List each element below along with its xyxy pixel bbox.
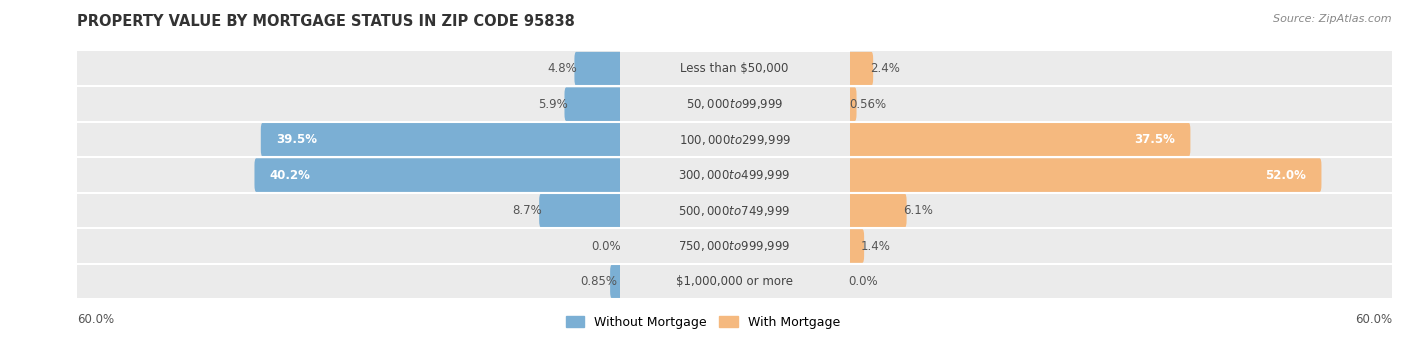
Text: 39.5%: 39.5%: [276, 133, 318, 146]
Text: 5.9%: 5.9%: [538, 98, 568, 111]
Text: $500,000 to $749,999: $500,000 to $749,999: [679, 204, 790, 218]
FancyBboxPatch shape: [848, 52, 873, 86]
FancyBboxPatch shape: [260, 123, 621, 156]
FancyBboxPatch shape: [848, 87, 856, 121]
Text: PROPERTY VALUE BY MORTGAGE STATUS IN ZIP CODE 95838: PROPERTY VALUE BY MORTGAGE STATUS IN ZIP…: [77, 14, 575, 29]
FancyBboxPatch shape: [848, 194, 907, 227]
Text: $300,000 to $499,999: $300,000 to $499,999: [679, 168, 790, 182]
FancyBboxPatch shape: [848, 229, 865, 263]
Text: 8.7%: 8.7%: [513, 204, 543, 217]
FancyBboxPatch shape: [75, 112, 623, 167]
Text: 60.0%: 60.0%: [1355, 313, 1392, 326]
FancyBboxPatch shape: [575, 52, 621, 86]
FancyBboxPatch shape: [75, 183, 623, 238]
FancyBboxPatch shape: [75, 76, 623, 132]
Text: $50,000 to $99,999: $50,000 to $99,999: [686, 97, 783, 111]
Text: $750,000 to $999,999: $750,000 to $999,999: [679, 239, 790, 253]
FancyBboxPatch shape: [620, 123, 849, 157]
Text: 60.0%: 60.0%: [77, 313, 114, 326]
FancyBboxPatch shape: [846, 76, 1395, 132]
Text: $1,000,000 or more: $1,000,000 or more: [676, 275, 793, 288]
FancyBboxPatch shape: [75, 148, 623, 203]
Text: 2.4%: 2.4%: [870, 62, 900, 75]
FancyBboxPatch shape: [846, 112, 1395, 167]
Text: 1.4%: 1.4%: [860, 239, 891, 253]
FancyBboxPatch shape: [75, 254, 623, 309]
Text: 0.85%: 0.85%: [579, 275, 617, 288]
FancyBboxPatch shape: [610, 265, 621, 298]
Text: 0.56%: 0.56%: [849, 98, 887, 111]
FancyBboxPatch shape: [846, 218, 1395, 274]
FancyBboxPatch shape: [620, 193, 849, 227]
FancyBboxPatch shape: [620, 158, 849, 192]
FancyBboxPatch shape: [564, 87, 621, 121]
Text: 37.5%: 37.5%: [1135, 133, 1175, 146]
Text: $100,000 to $299,999: $100,000 to $299,999: [679, 133, 790, 147]
Text: Source: ZipAtlas.com: Source: ZipAtlas.com: [1274, 14, 1392, 23]
FancyBboxPatch shape: [538, 194, 621, 227]
Legend: Without Mortgage, With Mortgage: Without Mortgage, With Mortgage: [561, 311, 845, 334]
Text: 4.8%: 4.8%: [548, 62, 578, 75]
FancyBboxPatch shape: [75, 218, 623, 274]
FancyBboxPatch shape: [620, 87, 849, 121]
Text: 6.1%: 6.1%: [904, 204, 934, 217]
FancyBboxPatch shape: [848, 158, 1322, 192]
FancyBboxPatch shape: [254, 158, 621, 192]
FancyBboxPatch shape: [75, 41, 623, 96]
FancyBboxPatch shape: [620, 52, 849, 86]
FancyBboxPatch shape: [620, 229, 849, 263]
FancyBboxPatch shape: [846, 254, 1395, 309]
FancyBboxPatch shape: [848, 123, 1191, 156]
FancyBboxPatch shape: [846, 148, 1395, 203]
FancyBboxPatch shape: [846, 41, 1395, 96]
Text: 52.0%: 52.0%: [1265, 169, 1306, 182]
FancyBboxPatch shape: [846, 183, 1395, 238]
FancyBboxPatch shape: [620, 265, 849, 299]
Text: 0.0%: 0.0%: [848, 275, 877, 288]
Text: 0.0%: 0.0%: [592, 239, 621, 253]
Text: 40.2%: 40.2%: [270, 169, 311, 182]
Text: Less than $50,000: Less than $50,000: [681, 62, 789, 75]
